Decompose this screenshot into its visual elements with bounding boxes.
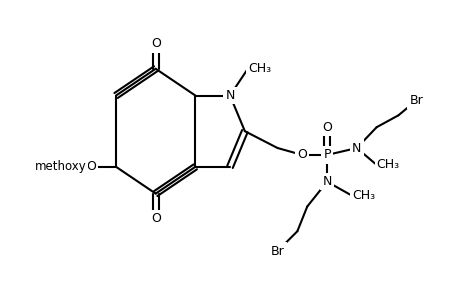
Text: O: O: [297, 148, 307, 161]
Text: O: O: [151, 38, 160, 50]
Text: O: O: [321, 121, 331, 134]
Text: N: N: [351, 142, 361, 154]
Text: CH₃: CH₃: [247, 62, 270, 75]
Text: Br: Br: [270, 244, 284, 258]
Text: O: O: [86, 160, 96, 173]
Text: N: N: [322, 175, 331, 188]
Text: P: P: [323, 148, 330, 161]
Text: N: N: [225, 89, 234, 102]
Text: Br: Br: [409, 94, 422, 107]
Text: O: O: [151, 212, 160, 225]
Text: CH₃: CH₃: [376, 158, 399, 171]
Text: CH₃: CH₃: [46, 160, 69, 173]
Text: methoxy: methoxy: [34, 160, 86, 173]
Text: CH₃: CH₃: [351, 189, 374, 202]
